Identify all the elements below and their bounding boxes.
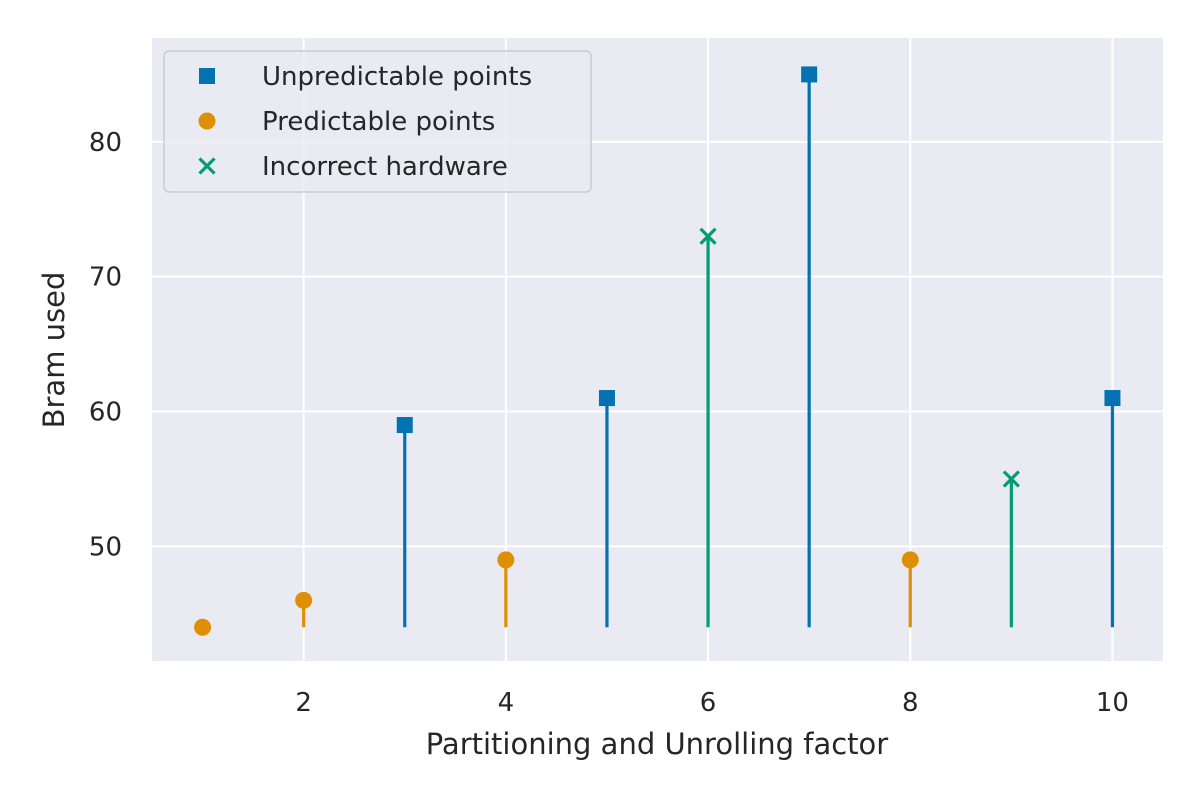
data-point-stroke-b bbox=[699, 227, 717, 245]
stems bbox=[302, 74, 1115, 628]
legend-marker bbox=[199, 68, 215, 84]
x-tick-label: 4 bbox=[498, 688, 515, 718]
data-point-stroke-b bbox=[1002, 470, 1020, 488]
data-point bbox=[598, 390, 615, 407]
y-tick-label: 60 bbox=[89, 398, 122, 428]
data-point bbox=[901, 551, 919, 569]
legend-box bbox=[163, 50, 592, 193]
data-point bbox=[396, 417, 413, 434]
data-point bbox=[1104, 390, 1121, 407]
y-axis-label: Bram used bbox=[37, 272, 71, 429]
legend-marker-stroke-b bbox=[198, 157, 216, 175]
data-point bbox=[1002, 470, 1020, 488]
x-axis-label: Partitioning and Unrolling factor bbox=[426, 727, 889, 761]
legend-marker bbox=[198, 112, 216, 130]
legend: Unpredictable points Predictable points In… bbox=[163, 50, 592, 193]
data-point bbox=[699, 227, 717, 245]
x-tick-label: 10 bbox=[1096, 688, 1129, 718]
x-tick-label: 6 bbox=[700, 688, 717, 718]
legend-label: Unpredictable points bbox=[262, 62, 532, 92]
data-point bbox=[497, 551, 515, 569]
legend-label: Predictable points bbox=[262, 107, 495, 137]
data-point bbox=[295, 591, 313, 609]
y-tick-label: 80 bbox=[89, 128, 122, 158]
tick-labels: 2 4 6 8 10 50 60 70 80 bbox=[89, 128, 1129, 718]
legend-marker bbox=[198, 157, 216, 175]
data-point bbox=[801, 66, 818, 83]
data-point bbox=[194, 618, 212, 636]
markers bbox=[194, 66, 1121, 636]
x-tick-label: 8 bbox=[902, 688, 919, 718]
y-tick-label: 70 bbox=[89, 263, 122, 293]
x-tick-label: 2 bbox=[295, 688, 312, 718]
legend-label: Incorrect hardware bbox=[262, 152, 508, 182]
y-tick-label: 50 bbox=[89, 532, 122, 562]
